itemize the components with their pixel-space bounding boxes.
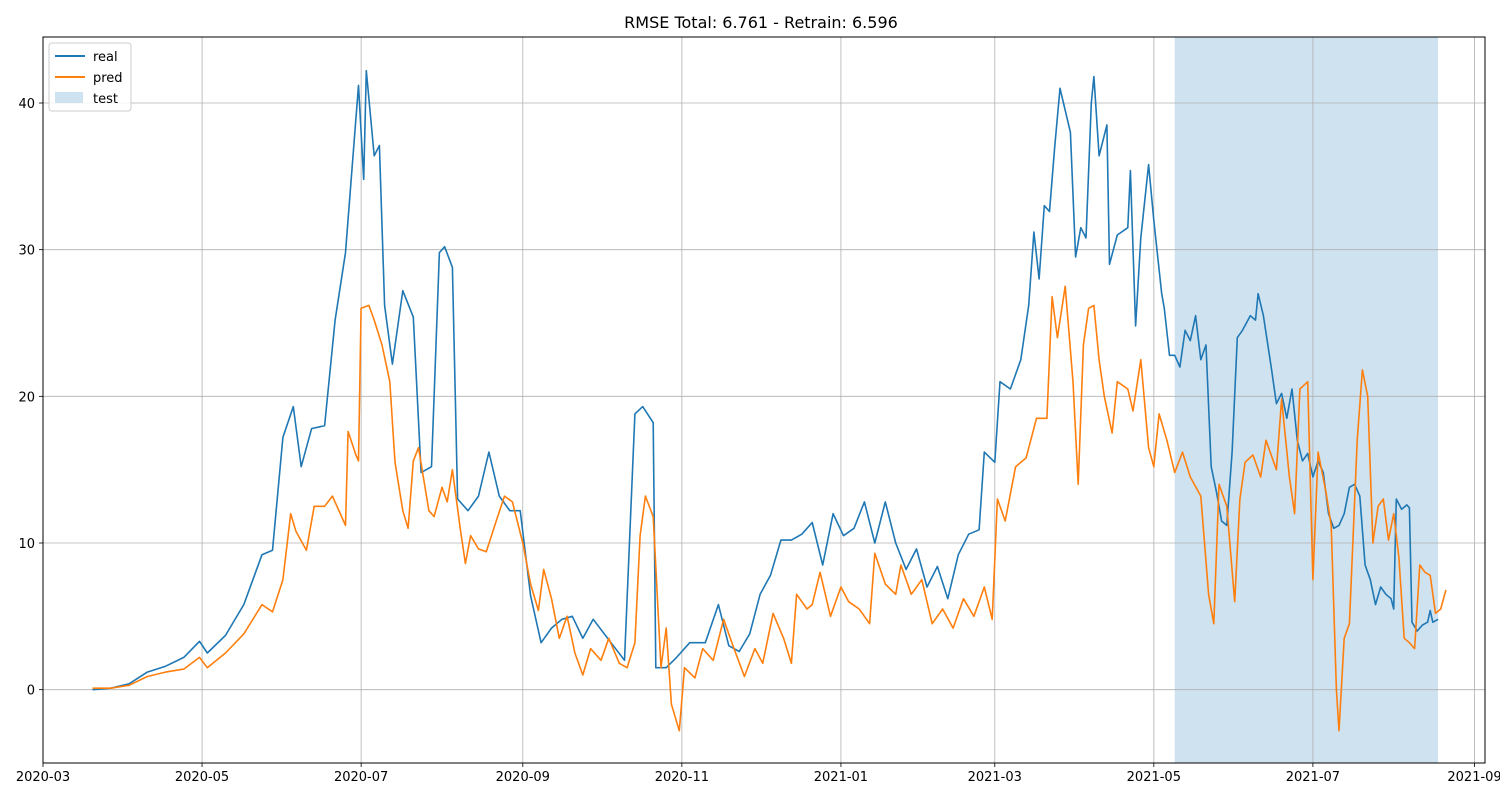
x-tick-label: 2020-07 [334, 770, 388, 785]
x-tick-label: 2020-11 [655, 770, 709, 785]
plot-frame [42, 36, 1486, 764]
y-tick-label: 20 [18, 390, 35, 405]
chart-title: RMSE Total: 6.761 - Retrain: 6.596 [624, 13, 898, 32]
y-tick-label: 40 [18, 97, 35, 112]
x-tick-label: 2020-09 [496, 770, 550, 785]
x-tick-label: 2021-01 [814, 770, 868, 785]
grid-layer [42, 37, 1485, 763]
legend: real pred test [48, 42, 132, 112]
x-tick-label: 2021-03 [968, 770, 1022, 785]
x-tick-label: 2021-09 [1447, 770, 1500, 785]
test-region-layer [1174, 37, 1439, 763]
x-tick-label: 2020-05 [175, 770, 229, 785]
legend-label-real: real [93, 50, 118, 65]
x-tick-label: 2020-03 [16, 770, 70, 785]
test-region [1174, 37, 1439, 763]
series-layer [92, 69, 1447, 732]
series-line-real [92, 69, 1439, 691]
legend-swatch-test [55, 92, 83, 103]
y-tick-label: 0 [27, 684, 35, 699]
x-tick-label: 2021-07 [1286, 770, 1340, 785]
legend-label-test: test [93, 92, 118, 107]
series-line-pred [92, 285, 1447, 732]
tick-layer: 2020-03 2020-05 2020-07 2020-09 2020-11 2021-… [16, 97, 1500, 785]
y-tick-label: 10 [18, 537, 35, 552]
legend-label-pred: pred [93, 71, 123, 86]
x-tick-label: 2021-05 [1127, 770, 1181, 785]
y-tick-label: 30 [18, 244, 35, 259]
